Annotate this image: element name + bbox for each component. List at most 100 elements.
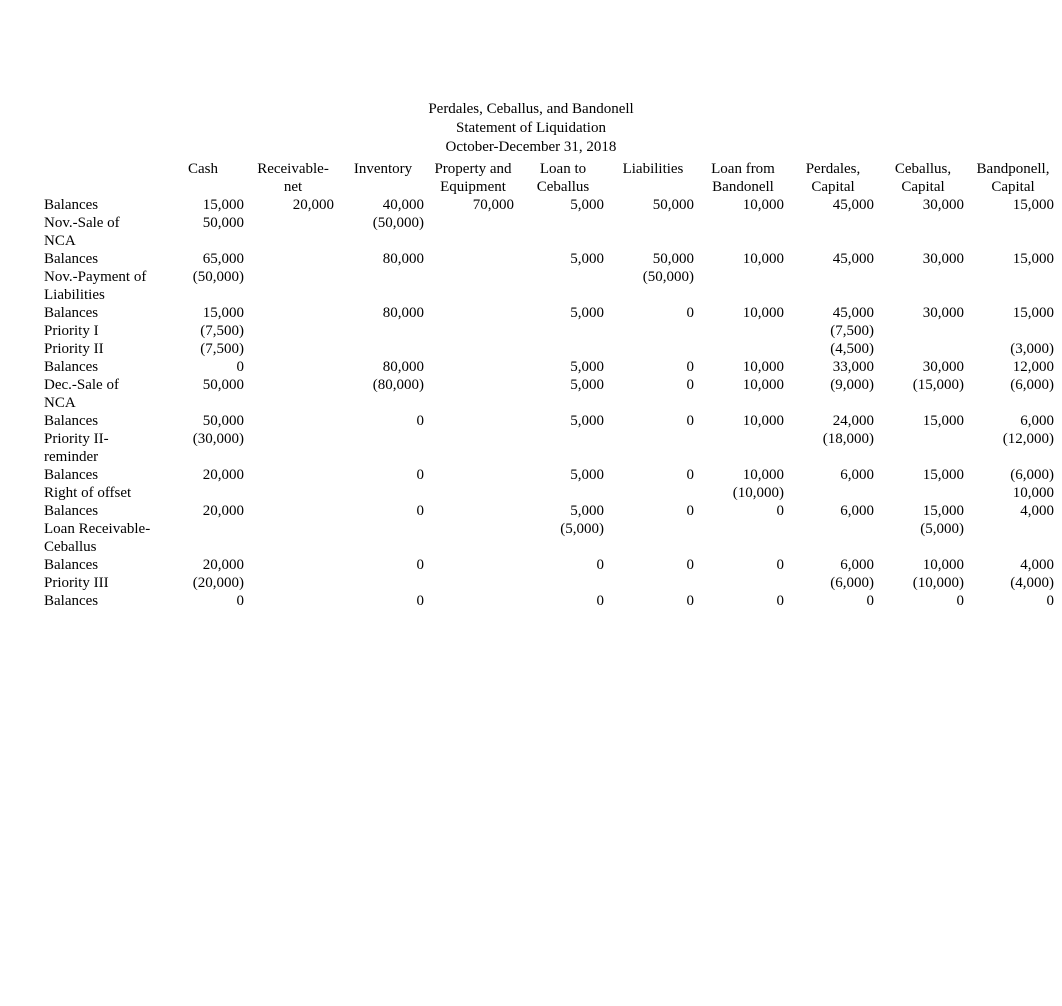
cell: 0 (698, 592, 788, 610)
cell: 10,000 (968, 484, 1058, 502)
liquidation-statement-page: Perdales, Ceballus, and Bandonell Statem… (0, 0, 1062, 650)
title-line-3: October-December 31, 2018 (40, 138, 1022, 157)
cell (878, 340, 968, 358)
row-label: Priority II (40, 340, 158, 358)
row-label: Balances (40, 502, 158, 520)
col-header: Inventory (338, 160, 428, 196)
cell: 6,000 (788, 502, 878, 520)
cell (878, 430, 968, 466)
title-block: Perdales, Ceballus, and Bandonell Statem… (40, 100, 1022, 156)
cell: 0 (338, 556, 428, 574)
cell: 0 (608, 376, 698, 412)
row-label: Nov.-Sale of NCA (40, 214, 158, 250)
cell: 0 (338, 592, 428, 610)
cell (338, 574, 428, 592)
cell (518, 214, 608, 250)
cell (248, 376, 338, 412)
cell: 50,000 (158, 214, 248, 250)
cell (698, 268, 788, 304)
cell (338, 520, 428, 556)
cell: (6,000) (968, 376, 1058, 412)
cell (248, 502, 338, 520)
cell: 45,000 (788, 196, 878, 214)
cell: (30,000) (158, 430, 248, 466)
cell: 20,000 (158, 556, 248, 574)
table-row: Balances20,00000006,00010,0004,000 (40, 556, 1058, 574)
cell: 0 (608, 358, 698, 376)
cell: 0 (608, 412, 698, 430)
cell: (4,000) (968, 574, 1058, 592)
cell: 45,000 (788, 304, 878, 322)
cell: 5,000 (518, 304, 608, 322)
cell: 6,000 (788, 556, 878, 574)
cell (968, 322, 1058, 340)
table-row: Priority II-reminder(30,000)(18,000)(12,… (40, 430, 1058, 466)
row-label: Priority I (40, 322, 158, 340)
cell: 15,000 (968, 196, 1058, 214)
cell: 50,000 (608, 196, 698, 214)
cell: 0 (338, 502, 428, 520)
cell: 5,000 (518, 376, 608, 412)
cell: 0 (158, 592, 248, 610)
row-label: Balances (40, 412, 158, 430)
cell (428, 592, 518, 610)
cell: (10,000) (698, 484, 788, 502)
cell: 30,000 (878, 358, 968, 376)
cell (248, 250, 338, 268)
cell: (50,000) (158, 268, 248, 304)
cell: 80,000 (338, 358, 428, 376)
cell (158, 484, 248, 502)
row-label: Loan Receivable-Ceballus (40, 520, 158, 556)
cell: 70,000 (428, 196, 518, 214)
cell (248, 466, 338, 484)
table-row: Balances65,00080,0005,00050,00010,00045,… (40, 250, 1058, 268)
cell: 30,000 (878, 250, 968, 268)
cell: 4,000 (968, 556, 1058, 574)
cell: 15,000 (158, 304, 248, 322)
cell: 0 (698, 556, 788, 574)
row-label: Balances (40, 196, 158, 214)
table-row: Priority III(20,000)(6,000)(10,000)(4,00… (40, 574, 1058, 592)
cell: (80,000) (338, 376, 428, 412)
table-row: Dec.-Sale of NCA50,000(80,000)5,000010,0… (40, 376, 1058, 412)
cell (608, 214, 698, 250)
row-label: Dec.-Sale of NCA (40, 376, 158, 412)
title-line-2: Statement of Liquidation (40, 119, 1022, 138)
cell: (20,000) (158, 574, 248, 592)
cell (518, 322, 608, 340)
row-label: Priority II-reminder (40, 430, 158, 466)
cell (428, 214, 518, 250)
cell (608, 574, 698, 592)
table-row: Right of offset(10,000)10,000 (40, 484, 1058, 502)
table-row: Balances080,0005,000010,00033,00030,0001… (40, 358, 1058, 376)
cell (608, 340, 698, 358)
col-header: Property and Equipment (428, 160, 518, 196)
cell (248, 340, 338, 358)
cell (248, 268, 338, 304)
table-row: Balances15,00080,0005,000010,00045,00030… (40, 304, 1058, 322)
col-header: Ceballus, Capital (878, 160, 968, 196)
cell (788, 214, 878, 250)
cell (608, 430, 698, 466)
table-row: Balances15,00020,00040,00070,0005,00050,… (40, 196, 1058, 214)
table-row: Nov.-Payment of Liabilities(50,000)(50,0… (40, 268, 1058, 304)
col-header: Liabilities (608, 160, 698, 196)
cell: 0 (518, 592, 608, 610)
cell (338, 340, 428, 358)
cell: 10,000 (698, 412, 788, 430)
cell (698, 340, 788, 358)
col-header: Cash (158, 160, 248, 196)
cell: 20,000 (158, 502, 248, 520)
cell (518, 430, 608, 466)
cell (608, 520, 698, 556)
cell (428, 376, 518, 412)
cell: (6,000) (788, 574, 878, 592)
row-label: Balances (40, 304, 158, 322)
cell: 5,000 (518, 502, 608, 520)
cell: (7,500) (788, 322, 878, 340)
cell (428, 466, 518, 484)
cell (428, 412, 518, 430)
cell: (4,500) (788, 340, 878, 358)
table-row: Nov.-Sale of NCA50,000(50,000) (40, 214, 1058, 250)
cell: 80,000 (338, 250, 428, 268)
